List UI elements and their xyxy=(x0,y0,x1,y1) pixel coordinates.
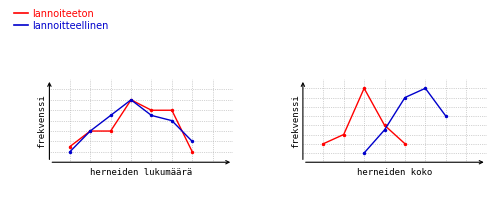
Y-axis label: frekvenssi: frekvenssi xyxy=(291,94,300,147)
Legend: lannoiteeton, lannoitteellinen: lannoiteeton, lannoitteellinen xyxy=(10,5,113,35)
Y-axis label: frekvenssi: frekvenssi xyxy=(38,94,46,147)
X-axis label: herneiden lukumäärä: herneiden lukumäärä xyxy=(90,168,192,177)
X-axis label: herneiden koko: herneiden koko xyxy=(357,168,432,177)
